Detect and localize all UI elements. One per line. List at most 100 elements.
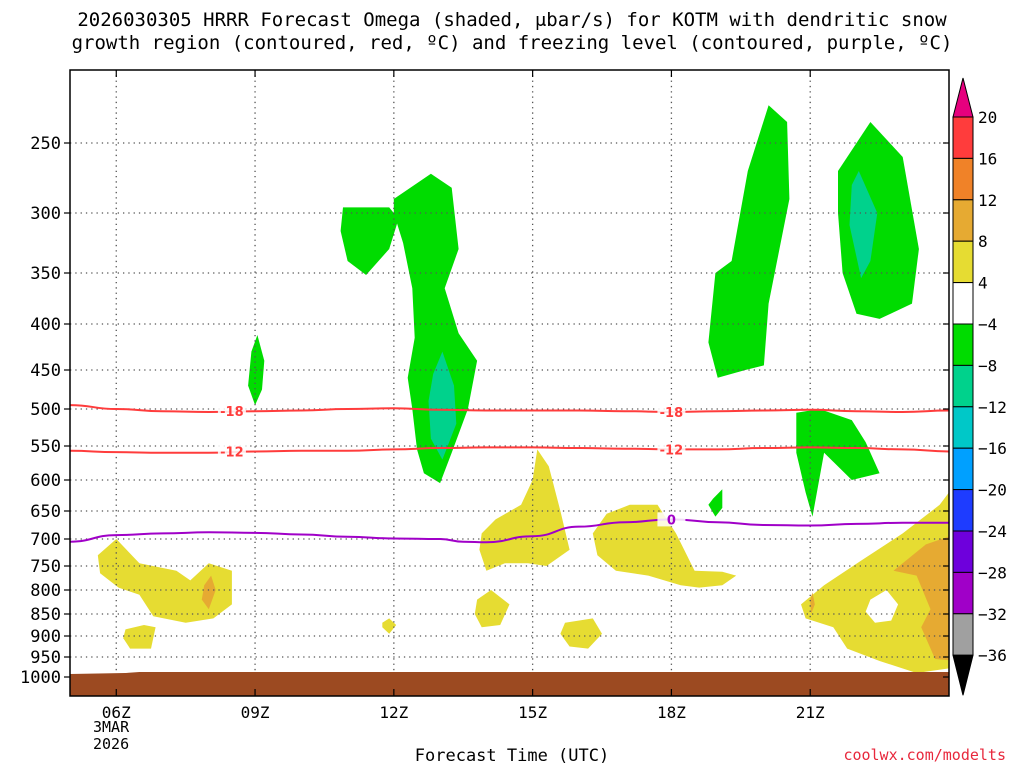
colorbar-bin-5: [952, 282, 974, 325]
colorbar-bin-11: [952, 530, 974, 573]
credit-text: coolwx.com/modelts: [843, 746, 1006, 764]
y-tick-label-300: 300: [30, 204, 61, 224]
colorbar-label-6: −8: [978, 356, 997, 375]
colorbar-label-13: −36: [978, 646, 1007, 665]
chart-title-line-1: 2026030305 HRRR Forecast Omega (shaded, …: [77, 9, 947, 31]
date-year: 2026: [93, 735, 130, 753]
x-tick-label-09Z: 09Z: [241, 703, 270, 722]
y-axis: 2503003504004505005506006507007508008509…: [20, 134, 949, 688]
x-axis-title: Forecast Time (UTC): [414, 746, 610, 766]
colorbar-bin-12: [952, 571, 974, 615]
colorbar-bin-9: [952, 447, 974, 491]
contour-label--18-1: -18: [660, 406, 684, 421]
y-tick-label-950: 950: [30, 648, 61, 668]
colorbar-bin-6: [952, 323, 974, 366]
colorbar-label-12: −32: [978, 605, 1007, 624]
x-axis-date-label: 3MAR 2026: [93, 719, 129, 753]
omega-region-12z-small: [382, 618, 397, 634]
colorbar-bin-13: [952, 613, 974, 656]
omega-region-13z-core: [428, 351, 457, 460]
omega-region-11z-upper: [340, 207, 399, 275]
colorbar-bin-4: [952, 240, 974, 284]
contour-label-0-0: 0: [667, 513, 676, 528]
surface-terrain: [70, 672, 949, 696]
y-tick-label-1000: 1000: [20, 668, 61, 688]
contour-label-bg: [217, 444, 246, 459]
omega-region-23z-orange: [893, 536, 949, 661]
colorbar-bin-10: [952, 489, 974, 532]
colorbar-arrow-bottom: [952, 654, 974, 696]
colorbar-label-5: −4: [978, 315, 997, 334]
omega-region-22z-hole: [865, 590, 899, 623]
chart-title-line-2: growth region (contoured, red, ºC) and f…: [71, 32, 953, 54]
omega-region-06z-lower: [123, 625, 156, 649]
omega-region-16z: [560, 618, 602, 649]
plot-frame: [69, 69, 950, 697]
colorbar-label-10: −24: [978, 522, 1007, 541]
x-axis: 06Z 09Z 12Z 15Z 18Z 21Z: [102, 70, 825, 722]
terrain: [70, 672, 949, 696]
colorbar-label-7: −12: [978, 398, 1007, 417]
omega-region-22z-lower: [801, 492, 949, 673]
temperature-contours: -18 -18 -12 -12 0: [70, 404, 949, 544]
contour-line--18: [70, 404, 949, 413]
omega-region-07z-yellow: [97, 539, 232, 623]
grid: [70, 70, 949, 696]
contour-label--12-1: -12: [660, 443, 684, 458]
y-tick-label-700: 700: [30, 530, 61, 550]
y-tick-label-500: 500: [30, 400, 61, 420]
contour-label-bg: [657, 404, 686, 419]
colorbar-label-1: 16: [978, 149, 997, 168]
y-tick-label-650: 650: [30, 502, 61, 522]
y-tick-label-350: 350: [30, 264, 61, 284]
y-tick-label-850: 850: [30, 605, 61, 625]
x-tick-label-18Z: 18Z: [657, 703, 686, 722]
y-tick-label-750: 750: [30, 557, 61, 577]
x-tick-label-15Z: 15Z: [518, 703, 547, 722]
colorbar-label-3: 8: [978, 232, 988, 251]
contour-label--12-0: -12: [220, 445, 244, 460]
x-tick-label-12Z: 12Z: [379, 703, 408, 722]
contour-label-bg: [657, 442, 686, 457]
contour-label-bg: [657, 512, 686, 527]
omega-region-17z: [592, 504, 737, 588]
date-day: 3MAR: [93, 718, 130, 736]
y-tick-label-600: 600: [30, 471, 61, 491]
colorbar-bin-8: [952, 406, 974, 449]
colorbar-label-2: 12: [978, 191, 997, 210]
y-tick-label-450: 450: [30, 361, 61, 381]
y-tick-label-800: 800: [30, 581, 61, 601]
omega-region-22z-core: [849, 171, 878, 279]
omega-region-22z-upper: [838, 122, 919, 319]
y-tick-label-250: 250: [30, 134, 61, 154]
omega-region-14z: [474, 590, 510, 628]
colorbar-bin-2: [952, 157, 974, 201]
colorbar-label-0: 20: [978, 108, 997, 127]
y-tick-label-550: 550: [30, 437, 61, 457]
omega-region-21z-orange: [810, 592, 815, 614]
omega-region-20z: [708, 105, 790, 378]
colorbar-bin-7: [952, 364, 974, 408]
colorbar-label-8: −16: [978, 439, 1007, 458]
omega-region-21z-lower: [796, 409, 880, 517]
omega-region-08z-orange: [201, 575, 216, 610]
contour-line--12: [70, 446, 949, 454]
colorbar-label-9: −20: [978, 481, 1007, 500]
omega-shading: [97, 105, 949, 673]
x-tick-label-06Z: 06Z: [102, 703, 131, 722]
omega-region-13z: [393, 173, 478, 484]
contour-label-bg: [217, 404, 246, 419]
y-tick-label-400: 400: [30, 315, 61, 335]
colorbar-label-4: 4: [978, 274, 988, 293]
contour-line-0: [70, 518, 949, 544]
x-tick-label-21Z: 21Z: [796, 703, 825, 722]
contour-label--18-0: -18: [220, 405, 244, 420]
colorbar-bin-1: [952, 116, 974, 159]
plot-border: [69, 69, 950, 697]
omega-region-19z-small: [708, 489, 723, 517]
colorbar: 20 16 12 8 4 −4 −8 −12 −16 −20 −24 −28 −32 −36: [952, 77, 1007, 696]
y-tick-label-900: 900: [30, 627, 61, 647]
colorbar-label-11: −28: [978, 563, 1007, 582]
colorbar-arrow-top: [952, 77, 974, 118]
